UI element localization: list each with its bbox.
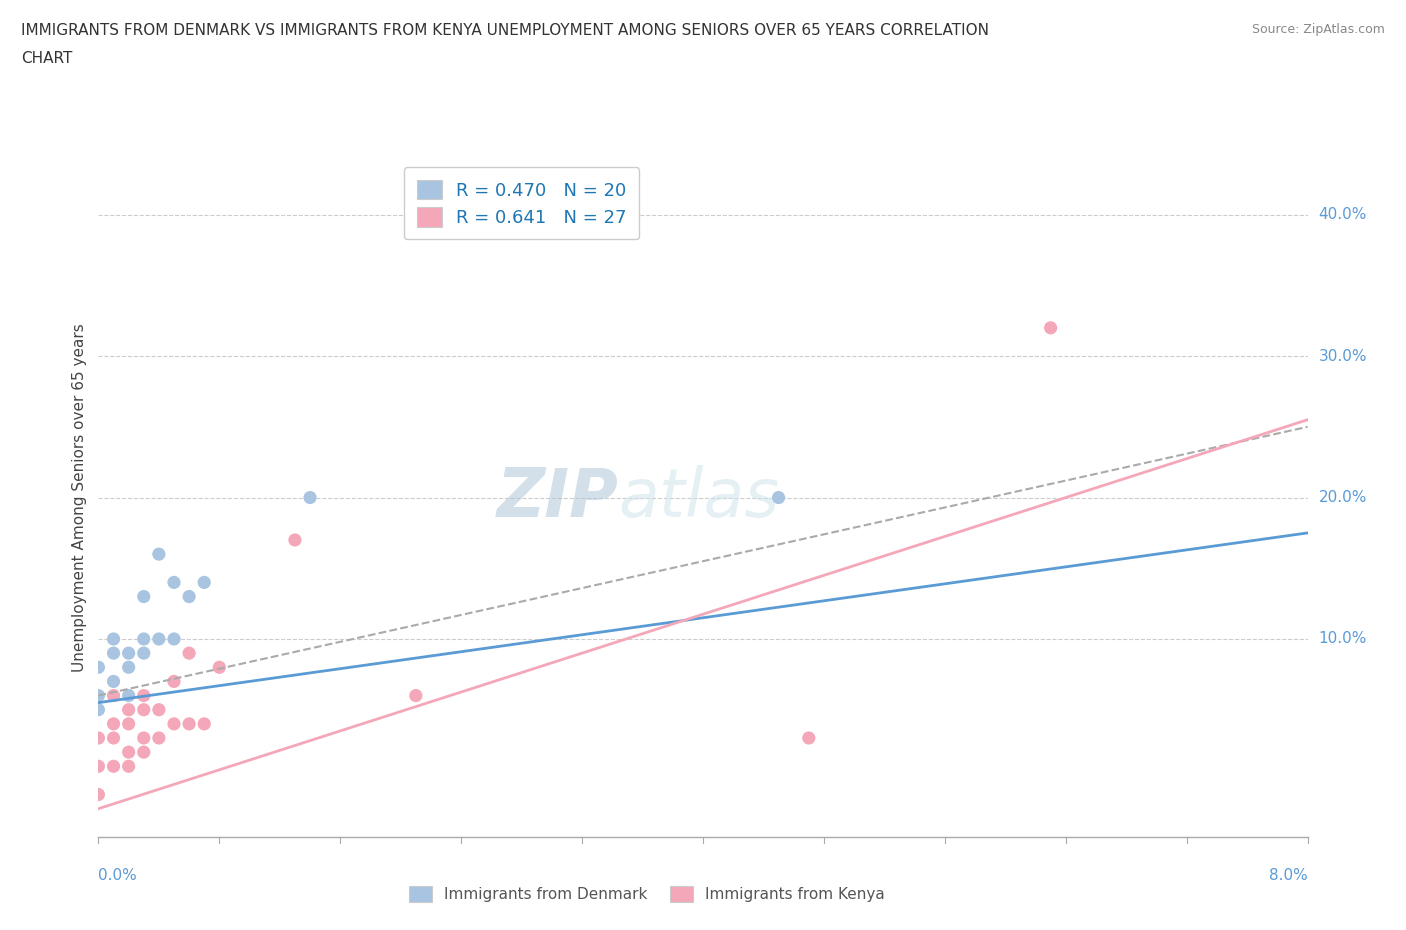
Text: Source: ZipAtlas.com: Source: ZipAtlas.com <box>1251 23 1385 36</box>
Text: 10.0%: 10.0% <box>1319 631 1367 646</box>
Point <box>284 533 307 548</box>
Text: 40.0%: 40.0% <box>1319 207 1367 222</box>
Point <box>103 731 125 746</box>
Point <box>118 645 141 660</box>
Point <box>797 731 820 746</box>
Point <box>87 688 110 703</box>
Point <box>118 745 141 760</box>
Point <box>148 631 170 646</box>
Point <box>118 660 141 675</box>
Legend: R = 0.470   N = 20, R = 0.641   N = 27: R = 0.470 N = 20, R = 0.641 N = 27 <box>404 167 640 239</box>
Point <box>103 631 125 646</box>
Text: 0.0%: 0.0% <box>98 868 138 883</box>
Point <box>132 702 155 717</box>
Text: 30.0%: 30.0% <box>1319 349 1367 364</box>
Text: 8.0%: 8.0% <box>1268 868 1308 883</box>
Point <box>405 688 427 703</box>
Point <box>103 674 125 689</box>
Point <box>163 716 186 731</box>
Point <box>118 759 141 774</box>
Point <box>118 702 141 717</box>
Point <box>179 645 201 660</box>
Text: 20.0%: 20.0% <box>1319 490 1367 505</box>
Point <box>1039 320 1062 335</box>
Point <box>118 688 141 703</box>
Point <box>103 688 125 703</box>
Text: atlas: atlas <box>619 465 779 530</box>
Point <box>179 716 201 731</box>
Point <box>103 645 125 660</box>
Point <box>163 674 186 689</box>
Text: IMMIGRANTS FROM DENMARK VS IMMIGRANTS FROM KENYA UNEMPLOYMENT AMONG SENIORS OVER: IMMIGRANTS FROM DENMARK VS IMMIGRANTS FR… <box>21 23 988 38</box>
Text: CHART: CHART <box>21 51 73 66</box>
Point <box>87 759 110 774</box>
Point <box>768 490 790 505</box>
Point <box>193 575 215 590</box>
Point <box>132 645 155 660</box>
Point <box>118 716 141 731</box>
Point <box>87 702 110 717</box>
Point <box>132 745 155 760</box>
Point <box>103 759 125 774</box>
Point <box>132 688 155 703</box>
Point <box>103 716 125 731</box>
Text: ZIP: ZIP <box>496 465 619 530</box>
Point <box>132 631 155 646</box>
Point <box>87 731 110 746</box>
Point <box>132 731 155 746</box>
Point <box>148 547 170 562</box>
Point <box>87 787 110 802</box>
Point <box>132 589 155 604</box>
Point <box>299 490 322 505</box>
Legend: Immigrants from Denmark, Immigrants from Kenya: Immigrants from Denmark, Immigrants from… <box>402 880 891 909</box>
Point <box>148 731 170 746</box>
Point <box>87 660 110 675</box>
Y-axis label: Unemployment Among Seniors over 65 years: Unemployment Among Seniors over 65 years <box>72 324 87 671</box>
Point <box>163 631 186 646</box>
Point <box>193 716 215 731</box>
Point <box>208 660 231 675</box>
Point <box>179 589 201 604</box>
Point <box>148 702 170 717</box>
Point <box>163 575 186 590</box>
